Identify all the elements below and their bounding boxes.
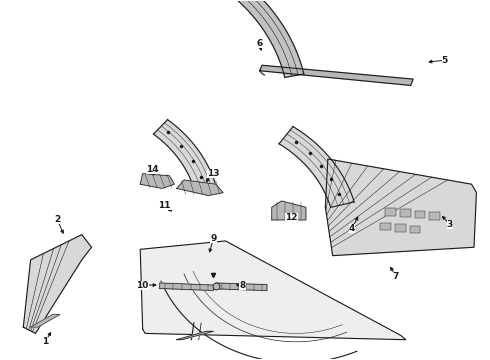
Polygon shape (325, 159, 476, 256)
Polygon shape (140, 241, 406, 340)
Text: 11: 11 (158, 201, 171, 210)
Bar (380, 223, 391, 230)
Bar (395, 224, 406, 232)
Text: 14: 14 (146, 165, 159, 174)
Text: 3: 3 (446, 220, 453, 229)
Text: 6: 6 (256, 39, 263, 48)
Polygon shape (153, 120, 216, 190)
Bar (429, 212, 440, 220)
Text: 10: 10 (137, 280, 149, 289)
Bar (410, 226, 420, 233)
Text: 8: 8 (240, 280, 245, 289)
Polygon shape (160, 283, 213, 291)
Polygon shape (177, 180, 223, 195)
Polygon shape (140, 174, 174, 188)
Text: 4: 4 (349, 224, 355, 233)
Text: 13: 13 (207, 169, 220, 178)
Polygon shape (223, 0, 304, 77)
Text: 12: 12 (285, 213, 297, 222)
Polygon shape (260, 65, 413, 85)
Polygon shape (30, 315, 60, 327)
Text: 2: 2 (54, 215, 61, 224)
Text: 7: 7 (393, 272, 399, 281)
Polygon shape (279, 127, 354, 207)
Text: 9: 9 (210, 234, 217, 243)
Text: 1: 1 (42, 337, 49, 346)
Bar (415, 211, 425, 218)
Text: 5: 5 (441, 56, 448, 65)
Bar (400, 209, 411, 217)
Polygon shape (24, 235, 92, 333)
Polygon shape (216, 283, 267, 291)
Polygon shape (177, 331, 213, 340)
Bar (385, 208, 396, 216)
Polygon shape (272, 201, 306, 220)
